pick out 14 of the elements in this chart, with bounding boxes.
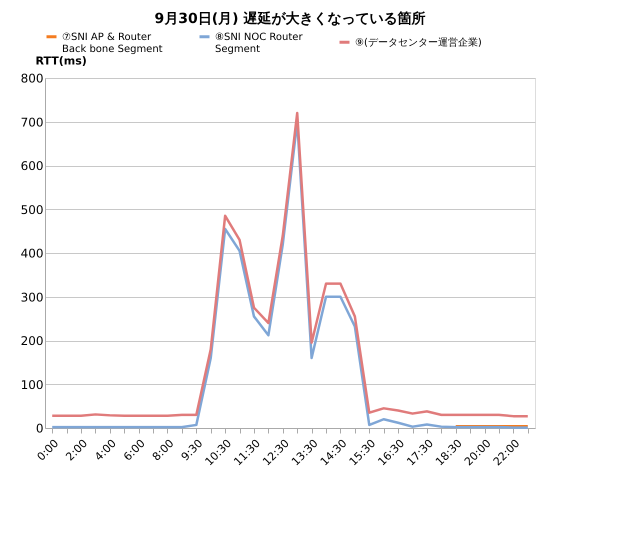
y-axis-title: RTT(ms) <box>36 54 87 68</box>
y-tick-label: 100 <box>20 378 44 392</box>
y-tick-label: 400 <box>20 246 44 260</box>
legend-label: ⑧SNI NOC Router Segment <box>215 32 304 55</box>
chart-title: 9月30日(月) 遅延が大きくなっている箇所 <box>154 11 426 27</box>
y-tick-label: 700 <box>20 115 44 130</box>
legend-label: ⑨(データセンター運営企業) <box>355 36 482 48</box>
legend-label: ⑦SNI AP & Router Back bone Segment <box>62 32 163 55</box>
y-tick-label: 800 <box>20 72 44 86</box>
y-tick-label: 300 <box>20 290 44 304</box>
y-tick-label: 0 <box>36 422 44 436</box>
y-tick-label: 500 <box>20 202 44 217</box>
y-tick-label: 200 <box>20 334 44 348</box>
y-tick-label: 600 <box>20 159 44 173</box>
